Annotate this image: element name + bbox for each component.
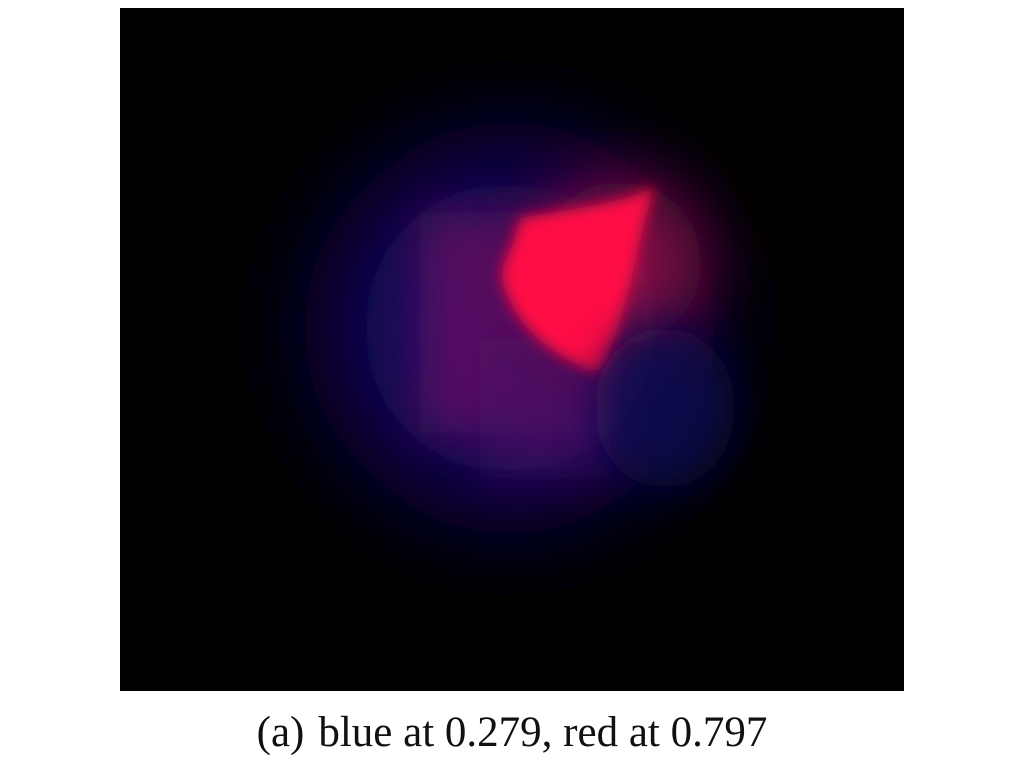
blob-rendering <box>120 8 904 691</box>
red-core <box>502 186 655 373</box>
caption-label: (a) <box>256 709 305 756</box>
blob-image <box>120 8 904 691</box>
figure-caption: (a) blue at 0.279, red at 0.797 <box>0 706 1024 760</box>
blue-shadow <box>595 328 735 488</box>
caption-text: blue at 0.279, red at 0.797 <box>318 709 768 756</box>
